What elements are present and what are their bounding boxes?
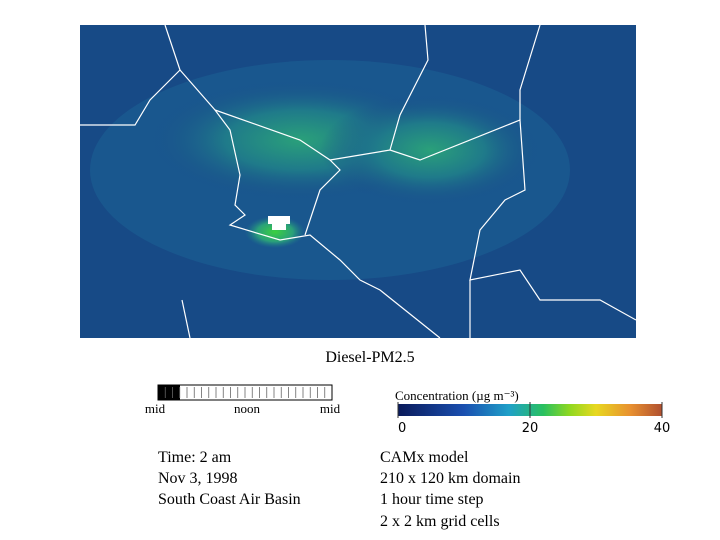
map <box>80 24 637 339</box>
timeline-label: noon <box>234 401 261 416</box>
colorbar-label: Concentration (µg m⁻³) <box>395 388 519 403</box>
left-info: Time: 2 am Nov 3, 1998 South Coast Air B… <box>158 449 301 508</box>
info-line: South Coast Air Basin <box>158 491 301 508</box>
colorbar-tick-label: 0 <box>398 421 406 436</box>
colorbar: Concentration (µg m⁻³) 0 20 40 <box>395 388 670 436</box>
info-line: CAMx model <box>380 449 469 466</box>
info-line: 210 x 120 km domain <box>380 470 520 487</box>
timeline-progress <box>158 385 180 400</box>
info-line: 2 x 2 km grid cells <box>380 513 500 530</box>
colorbar-tick-label: 20 <box>522 421 539 436</box>
info-line: Time: 2 am <box>158 449 232 466</box>
title: Diesel-PM2.5 <box>325 349 414 366</box>
info-line: 1 hour time step <box>380 491 484 508</box>
colorbar-tick-label: 40 <box>654 421 671 436</box>
timeline-label: mid <box>320 401 341 416</box>
boundaries <box>80 24 637 339</box>
right-info: CAMx model 210 x 120 km domain 1 hour ti… <box>380 449 520 530</box>
urban-area <box>268 216 290 230</box>
info-line: Nov 3, 1998 <box>158 470 238 487</box>
timeline: mid noon mid <box>145 384 341 416</box>
region <box>320 95 540 205</box>
timeline-label: mid <box>145 401 166 416</box>
